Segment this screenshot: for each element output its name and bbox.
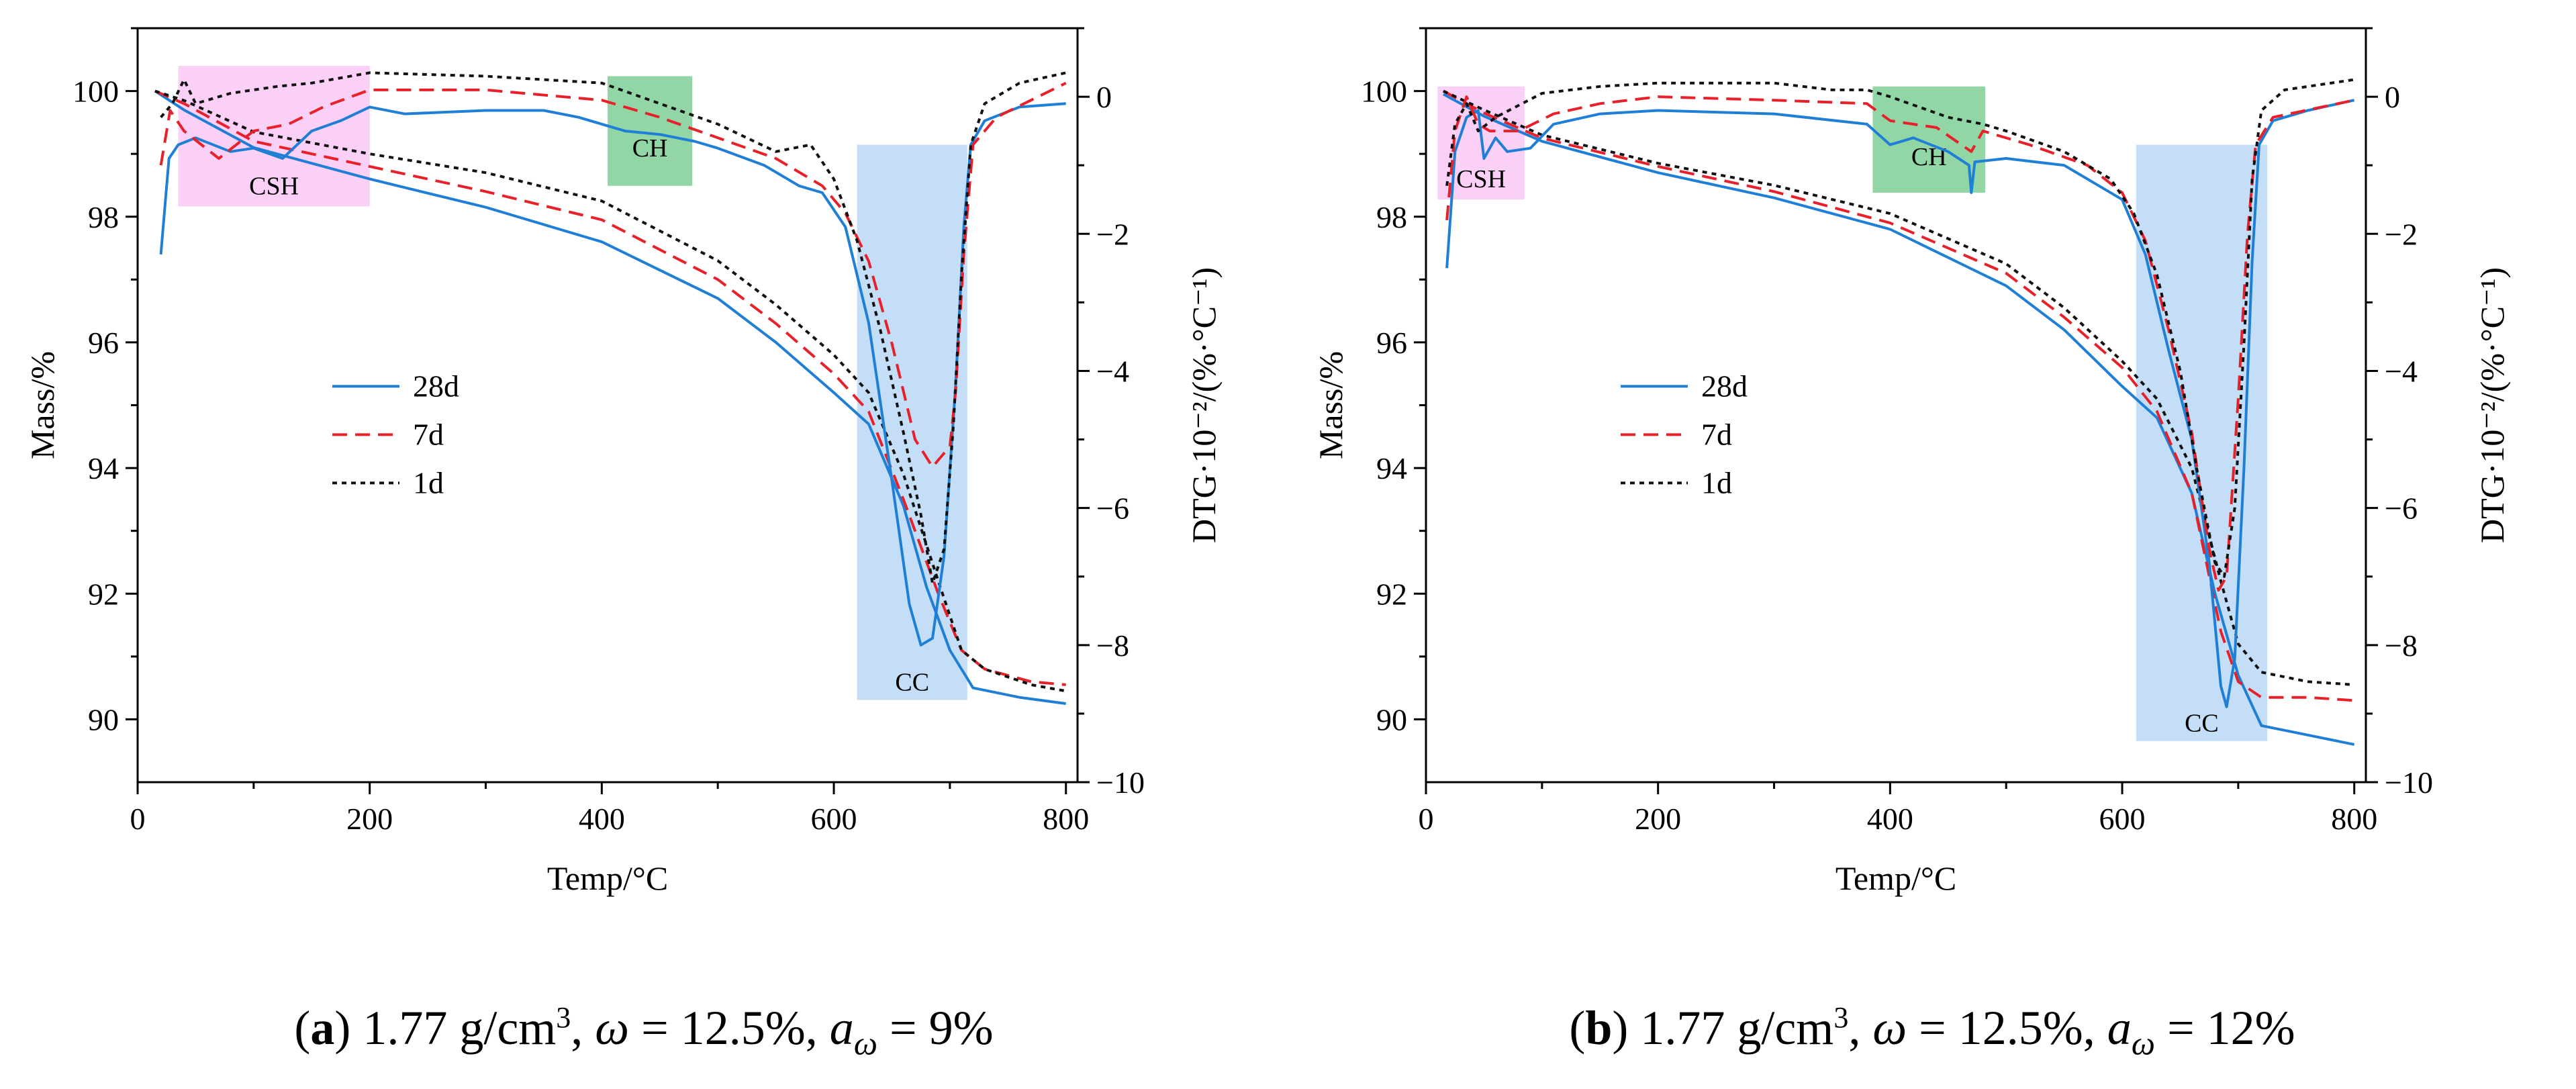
region-cc — [2136, 144, 2268, 741]
x-tick-label: 0 — [130, 802, 146, 836]
mass-line-7d — [1442, 89, 2354, 702]
legend-label-28d: 28d — [413, 369, 459, 403]
panel-b: CSH CH CC 0 200 400 600 800 90 92 94 96 98 100 −10 −8 −6… — [1288, 0, 2576, 1089]
legend-label-28d: 28d — [1701, 369, 1748, 403]
region-ch — [608, 76, 693, 186]
x-tick-label: 600 — [2099, 802, 2146, 836]
legend-label-1d: 1d — [1701, 465, 1732, 500]
chart-b: CSH CH CC 0 200 400 600 800 90 92 94 96 98 100 −10 −8 −6… — [1312, 27, 2511, 897]
y-tick-label: 96 — [1376, 326, 1407, 360]
x-tick-label: 800 — [1043, 802, 1089, 836]
x-tick-label: 400 — [579, 802, 625, 836]
legend-label-1d: 1d — [413, 465, 444, 500]
y-tick-label: 90 — [88, 702, 119, 737]
caption-b: (b) 1.77 g/cm3, ω = 12.5%, aω = 12% — [1569, 1001, 2295, 1062]
y2-tick-label: −6 — [1096, 491, 1129, 526]
x-tick-label: 600 — [811, 802, 857, 836]
x-axis-title: Temp/°C — [547, 859, 668, 897]
y-tick-label: 96 — [88, 326, 119, 360]
mass-line-7d — [154, 89, 1066, 686]
mass-line-1d — [1443, 89, 2354, 686]
panel-a: CSH CH CC 0 200 400 600 800 90 92 94 96 98 100 −10 −8 −6… — [23, 27, 1223, 1062]
y-tick-label: 98 — [88, 200, 119, 234]
region-label-csh: CSH — [249, 172, 299, 200]
y2-axis-title: DTG·10⁻²/(%·°C⁻¹) — [2473, 267, 2511, 543]
dtg-line-28d — [1445, 99, 2355, 708]
y2-tick-label: −6 — [2385, 491, 2418, 526]
y2-tick-label: −8 — [1096, 628, 1129, 663]
dtg-line-7d — [1445, 95, 2355, 592]
y-tick-label: 92 — [1376, 577, 1407, 611]
y-tick-label: 94 — [88, 451, 119, 485]
region-label-cc: CC — [2185, 710, 2219, 738]
y2-tick-label: −8 — [2385, 628, 2418, 663]
region-label-ch: CH — [632, 134, 668, 162]
y2-tick-label: −4 — [1096, 354, 1129, 388]
x-tick-label: 200 — [346, 802, 393, 836]
y-tick-label: 100 — [1361, 75, 1407, 109]
y-tick-label: 100 — [73, 75, 119, 109]
mass-line-1d — [154, 89, 1067, 693]
y-tick-label: 94 — [1376, 451, 1407, 485]
y2-tick-label: −2 — [1096, 217, 1129, 251]
region-label-csh: CSH — [1456, 165, 1506, 193]
region-ch — [1872, 86, 1986, 193]
x-tick-label: 0 — [1419, 802, 1434, 836]
y-axis-title: Mass/% — [23, 351, 61, 459]
x-axis-title: Temp/°C — [1835, 859, 1956, 897]
x-tick-label: 200 — [1635, 802, 1681, 836]
legend-label-7d: 7d — [413, 417, 444, 451]
y2-tick-label: −4 — [2385, 354, 2418, 388]
y-tick-label: 98 — [1376, 200, 1407, 234]
y2-tick-label: −2 — [2385, 217, 2418, 251]
y2-axis-title: DTG·10⁻²/(%·°C⁻¹) — [1185, 267, 1223, 543]
region-label-cc: CC — [895, 668, 929, 696]
dtg-line-28d — [159, 102, 1066, 647]
mass-line-28d — [1442, 93, 2355, 746]
y2-tick-label: 0 — [2385, 80, 2400, 114]
y-tick-label: 90 — [1376, 702, 1407, 737]
mass-line-28d — [154, 89, 1066, 705]
region-csh — [178, 66, 370, 207]
legend-label-7d: 7d — [1701, 417, 1732, 451]
dtg-line-1d — [1445, 78, 2354, 578]
y2-tick-label: −10 — [2385, 765, 2433, 800]
chart-a: CSH CH CC 0 200 400 600 800 90 92 94 96 98 100 −10 −8 −6… — [23, 27, 1223, 897]
dtg-line-1d — [160, 71, 1067, 585]
y2-tick-label: 0 — [1096, 80, 1112, 114]
x-tick-label: 800 — [2331, 802, 2377, 836]
y-tick-label: 92 — [88, 577, 119, 611]
caption-a: (a) 1.77 g/cm3, ω = 12.5%, aω = 9% — [294, 1001, 994, 1062]
region-label-ch: CH — [1911, 143, 1947, 171]
x-tick-label: 400 — [1867, 802, 1913, 836]
y2-tick-label: −10 — [1096, 765, 1145, 800]
y-axis-title: Mass/% — [1312, 351, 1349, 459]
